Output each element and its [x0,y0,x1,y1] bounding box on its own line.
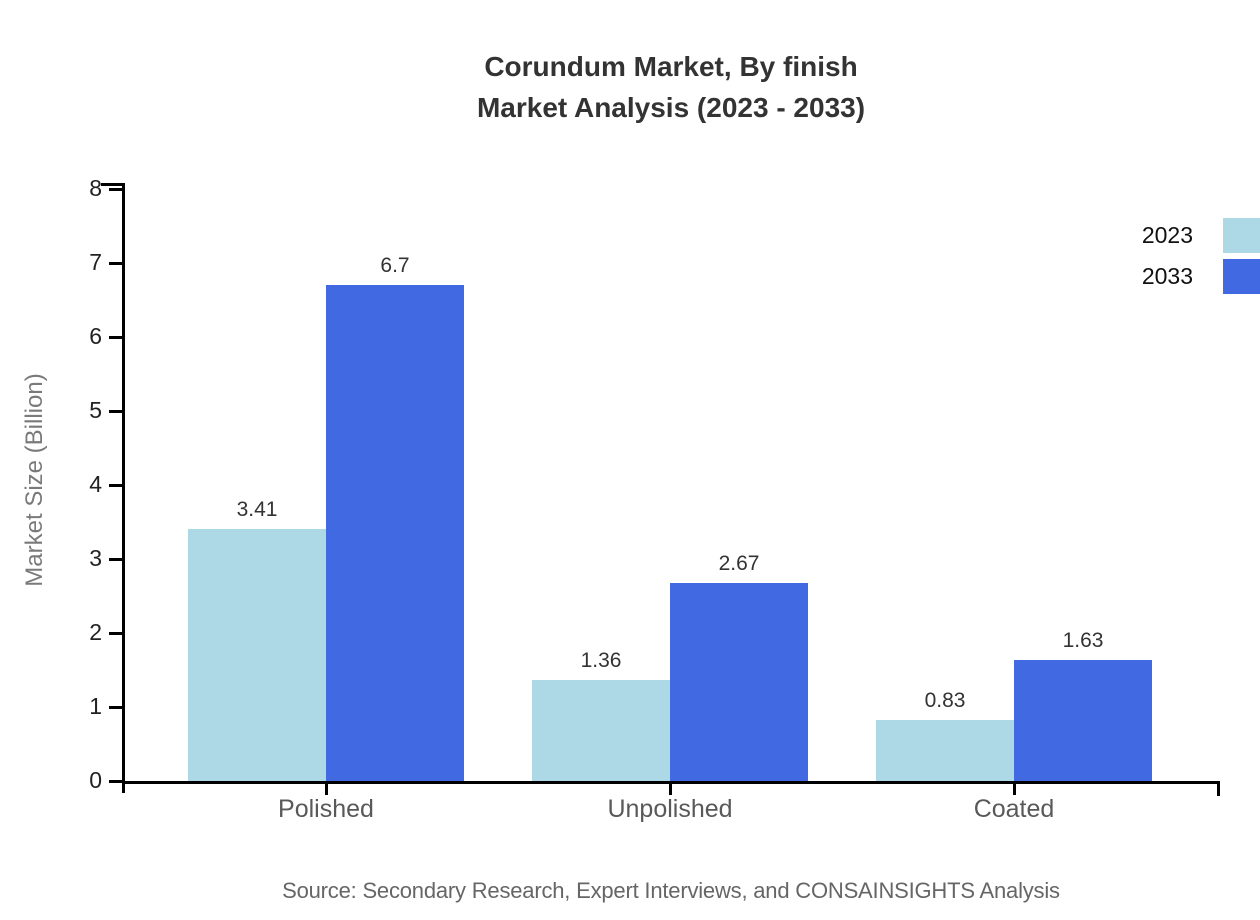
chart-title: Corundum Market, By finish Market Analys… [122,46,1220,128]
x-category-label: Polished [278,795,374,823]
bar-2023-unpolished[interactable] [532,680,670,781]
y-tick [109,706,122,709]
x-category-label: Coated [973,795,1055,823]
y-tick [109,558,122,561]
y-tick-label: 6 [89,323,102,349]
y-tick [109,632,122,635]
bar-value-label: 2.67 [718,552,760,575]
x-axis-end-cap [1217,781,1220,796]
y-tick [109,336,122,339]
y-tick-label: 0 [89,767,102,793]
bar-value-label: 1.63 [1062,629,1104,652]
bar-2023-polished[interactable] [188,529,326,781]
y-tick-label: 3 [89,545,102,571]
plot-area: 0 1 2 3 4 5 6 7 8 3.41 6.7 Polished 1.36 2.67 Unpolish… [89,175,1220,823]
legend-swatch [1223,218,1260,253]
legend-label: 2033 [1141,263,1193,289]
bar-value-label: 0.83 [924,689,966,712]
y-tick-label: 7 [89,249,102,275]
chart-title-line-2: Market Analysis (2023 - 2033) [476,92,866,123]
bar-2033-polished[interactable] [326,285,464,781]
x-tick [325,781,328,795]
y-tick [109,484,122,487]
bar-value-label: 3.41 [236,498,278,521]
y-axis-title: Market Size (Billion) [21,373,48,587]
x-tick [669,781,672,795]
y-tick-label: 5 [89,397,102,423]
legend-item-2023[interactable]: 2023 [1142,218,1260,253]
chart-title-line-1: Corundum Market, By finish [484,51,858,82]
legend-label: 2023 [1141,222,1193,248]
bar-value-label: 6.7 [380,254,410,277]
x-category-label: Unpolished [607,795,733,823]
bar-value-label: 1.36 [580,649,622,672]
y-tick-label: 2 [89,619,102,645]
y-tick-label: 4 [89,471,102,497]
bar-2023-coated[interactable] [876,720,1014,781]
y-axis-line [122,183,125,793]
y-tick [109,410,122,413]
legend: 2023 2033 [1142,218,1260,300]
bar-2033-coated[interactable] [1014,660,1152,781]
legend-swatch [1223,259,1260,294]
y-tick [109,780,122,783]
source-note: Source: Secondary Research, Expert Inter… [282,878,1060,903]
x-tick [1013,781,1016,795]
y-tick-label: 8 [89,175,102,201]
legend-item-2033[interactable]: 2033 [1142,259,1260,294]
y-tick [109,262,122,265]
y-tick [109,188,122,191]
y-axis-top-cap [101,183,125,186]
bar-2033-unpolished[interactable] [670,583,808,781]
y-tick-label: 1 [89,693,102,719]
